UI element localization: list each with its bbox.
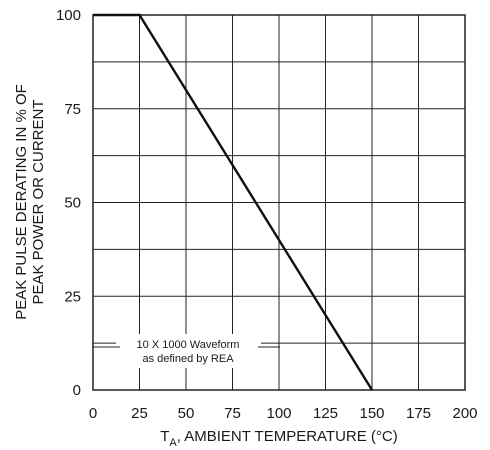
y-tick-label: 75	[64, 101, 81, 118]
x-tick-label: 75	[224, 405, 241, 422]
series-layer	[93, 13, 374, 391]
grid-lines	[92, 14, 466, 391]
x-tick-label: 0	[89, 405, 97, 422]
y-axis-title-line-2: PEAK POWER OR CURRENT	[30, 99, 47, 304]
y-tick-labels: 0 25 50 75 100	[56, 7, 81, 399]
x-tick-labels: 0 25 50 75 100 125 150 175 200	[89, 405, 478, 422]
derating-curve	[93, 13, 374, 391]
y-tick-label: 100	[56, 7, 81, 24]
plot-frame	[92, 14, 466, 391]
x-tick-label: 25	[131, 405, 148, 422]
y-axis-title-line-1: PEAK PULSE DERATING IN % OF	[13, 84, 30, 320]
x-tick-label: 200	[452, 405, 477, 422]
x-axis-title-suffix: , AMBIENT TEMPERATURE (°C)	[177, 428, 398, 445]
y-tick-label: 25	[64, 288, 81, 305]
x-axis-title-prefix: T	[160, 428, 169, 445]
x-tick-label: 50	[178, 405, 195, 422]
x-tick-label: 125	[313, 405, 338, 422]
x-tick-label: 100	[266, 405, 291, 422]
y-tick-label: 50	[64, 195, 81, 212]
y-tick-label: 0	[73, 382, 81, 399]
waveform-note-box: 10 X 1000 Waveform as defined by REA	[93, 334, 280, 368]
waveform-note-line-1: 10 X 1000 Waveform	[137, 339, 240, 351]
x-axis-title-subscript: A	[169, 437, 177, 449]
waveform-note-background	[116, 334, 261, 368]
waveform-note-line-2: as defined by REA	[142, 353, 234, 365]
x-tick-label: 150	[359, 405, 384, 422]
x-axis-title: TA, AMBIENT TEMPERATURE (°C)	[160, 428, 398, 449]
x-tick-label: 175	[406, 405, 431, 422]
